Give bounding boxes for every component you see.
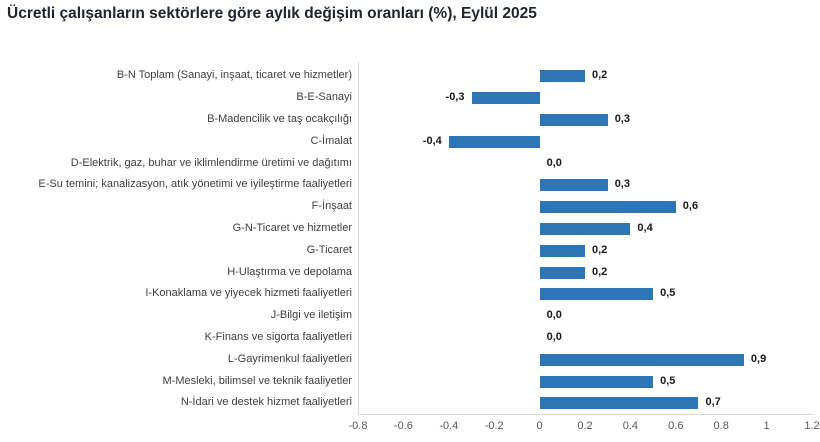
category-label: E-Su temini; kanalizasyon, atık yönetimi… (38, 178, 352, 191)
bar (539, 266, 585, 279)
x-tick-label: 1 (763, 420, 770, 432)
category-label: B-Madencilik ve taş ocakçılığı (207, 113, 352, 125)
bar (471, 92, 540, 105)
value-label: 0,0 (546, 330, 562, 343)
bar (539, 179, 608, 192)
category-label: L-Gayrimenkul faaliyetleri (227, 352, 352, 365)
x-tick-label: 0.4 (622, 420, 639, 432)
bar (539, 201, 676, 214)
category-label: G-Ticaret (306, 243, 352, 256)
category-label: B-N Toplam (Sanayi, inşaat, ticaret ve h… (116, 69, 352, 82)
bar (539, 397, 699, 410)
value-label: 0,3 (614, 112, 630, 125)
y-axis-line (358, 62, 359, 414)
category-label: N-İdari ve destek hizmet faaliyetleri (180, 396, 352, 409)
value-label: 0,3 (614, 178, 630, 191)
x-tick-label: -0.8 (348, 420, 368, 432)
chart-title: Ücretli çalışanların sektörlere göre ayl… (7, 5, 537, 22)
category-label: I-Konaklama ve yiyecek hizmeti faaliyetl… (145, 287, 352, 300)
x-tick-label: -0.2 (484, 420, 504, 432)
bar (539, 353, 744, 366)
category-label: H-Ulaştırma ve depolama (227, 265, 352, 278)
value-label: 0,5 (660, 287, 676, 300)
value-label: 0,4 (637, 221, 653, 234)
value-label: 0,2 (592, 265, 608, 278)
category-label: F-İnşaat (311, 200, 352, 213)
x-tick-label: 0.2 (577, 420, 593, 432)
value-label: 0,5 (660, 374, 676, 387)
value-label: -0,3 (445, 91, 465, 104)
x-axis-line (358, 414, 813, 415)
x-tick-label: -0.6 (393, 420, 413, 432)
bar (539, 244, 585, 257)
category-label: C-İmalat (310, 134, 352, 147)
x-tick-label: 1.2 (804, 420, 820, 432)
category-label: G-N-Ticaret ve hizmetler (232, 222, 352, 234)
value-label: 0,2 (592, 69, 608, 82)
category-label: D-Elektrik, gaz, buhar ve iklimlendirme … (70, 156, 352, 169)
x-tick-label: 0 (536, 420, 543, 432)
bar (539, 375, 654, 388)
x-tick-label: -0.4 (439, 420, 459, 432)
value-label: 0,2 (592, 243, 608, 256)
category-label: M-Mesleki, bilimsel ve teknik faaliyetle… (162, 374, 353, 387)
x-tick-label: 0.8 (713, 420, 729, 432)
value-label: 0,6 (682, 200, 699, 213)
bar (539, 113, 608, 126)
value-label: 0,9 (750, 352, 767, 365)
bar (539, 70, 585, 83)
x-tick-label: 0.6 (668, 420, 684, 432)
category-label: K-Finans ve sigorta faaliyetleri (204, 331, 352, 343)
bar (448, 135, 540, 148)
value-label: 0,0 (546, 156, 562, 169)
value-label: 0,7 (705, 396, 721, 409)
value-label: -0,4 (422, 134, 442, 147)
category-label: J-Bilgi ve iletişim (270, 309, 352, 322)
bar (539, 288, 654, 301)
bar (539, 222, 631, 235)
value-label: 0,0 (546, 309, 562, 322)
category-label: B-E-Sanayi (296, 91, 352, 104)
